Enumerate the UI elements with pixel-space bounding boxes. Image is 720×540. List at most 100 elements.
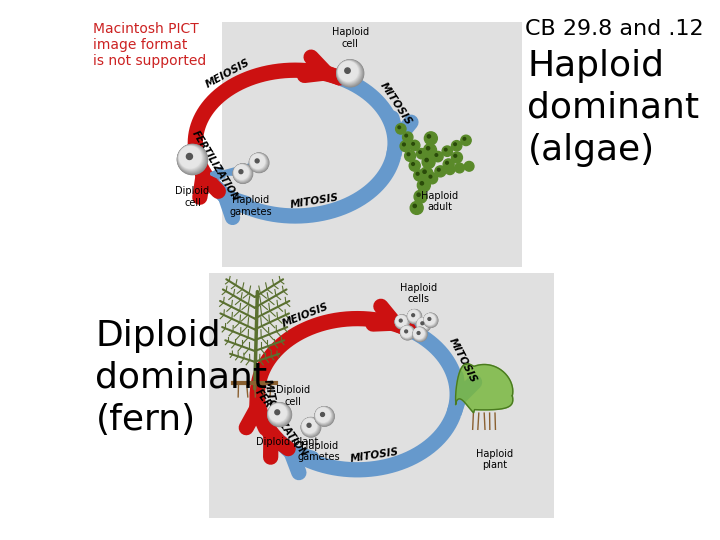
Circle shape	[418, 319, 428, 329]
Circle shape	[234, 165, 251, 182]
Circle shape	[454, 154, 456, 157]
Circle shape	[179, 146, 202, 168]
Circle shape	[402, 132, 413, 143]
Circle shape	[444, 148, 447, 151]
Text: FERTILIZATION: FERTILIZATION	[253, 387, 309, 458]
Circle shape	[413, 328, 426, 340]
Circle shape	[417, 193, 420, 197]
Polygon shape	[456, 364, 513, 413]
Circle shape	[425, 314, 435, 324]
Circle shape	[407, 153, 410, 156]
Circle shape	[412, 143, 415, 145]
Circle shape	[234, 165, 249, 180]
Circle shape	[413, 328, 426, 341]
Circle shape	[401, 326, 413, 338]
Circle shape	[396, 316, 407, 327]
Circle shape	[178, 145, 207, 174]
Circle shape	[417, 318, 431, 332]
Circle shape	[418, 318, 429, 330]
Circle shape	[402, 327, 412, 337]
Circle shape	[269, 404, 286, 421]
Circle shape	[442, 146, 452, 157]
Circle shape	[234, 165, 251, 181]
Circle shape	[400, 140, 411, 152]
Circle shape	[315, 407, 333, 425]
Circle shape	[269, 404, 287, 422]
Circle shape	[433, 151, 443, 162]
Circle shape	[414, 328, 424, 339]
Circle shape	[408, 310, 419, 321]
Circle shape	[420, 167, 433, 180]
Circle shape	[302, 418, 318, 435]
Circle shape	[420, 181, 423, 185]
Circle shape	[418, 319, 428, 329]
Circle shape	[408, 310, 420, 322]
Circle shape	[408, 310, 418, 320]
Circle shape	[454, 163, 464, 173]
Circle shape	[396, 316, 406, 326]
Circle shape	[429, 176, 432, 178]
Circle shape	[268, 403, 290, 426]
Circle shape	[234, 165, 251, 181]
Circle shape	[250, 153, 268, 172]
Circle shape	[395, 315, 408, 328]
Circle shape	[402, 327, 412, 337]
Circle shape	[178, 145, 206, 173]
Circle shape	[408, 310, 421, 323]
Circle shape	[179, 146, 204, 171]
Circle shape	[413, 328, 425, 340]
Circle shape	[315, 408, 332, 424]
Circle shape	[424, 314, 436, 326]
Circle shape	[401, 327, 413, 338]
Circle shape	[235, 165, 249, 180]
Circle shape	[301, 417, 320, 437]
FancyBboxPatch shape	[209, 273, 554, 518]
Circle shape	[251, 154, 266, 170]
Circle shape	[395, 315, 409, 329]
Circle shape	[396, 316, 407, 327]
Circle shape	[396, 316, 406, 326]
Circle shape	[338, 62, 358, 81]
Circle shape	[463, 138, 466, 140]
Circle shape	[338, 60, 361, 84]
Circle shape	[413, 328, 426, 340]
Circle shape	[395, 124, 406, 134]
Circle shape	[408, 309, 422, 323]
Circle shape	[302, 419, 316, 433]
Circle shape	[239, 170, 243, 174]
Circle shape	[337, 60, 362, 85]
Circle shape	[269, 404, 288, 423]
Circle shape	[269, 403, 289, 424]
Text: MEIOSIS: MEIOSIS	[204, 57, 252, 90]
Circle shape	[417, 318, 429, 330]
Circle shape	[234, 165, 250, 180]
Circle shape	[414, 190, 427, 203]
Circle shape	[424, 314, 436, 326]
Circle shape	[400, 326, 414, 340]
Circle shape	[269, 404, 288, 423]
Circle shape	[413, 328, 426, 341]
Circle shape	[315, 407, 333, 424]
Circle shape	[250, 154, 267, 171]
Circle shape	[446, 161, 449, 164]
Circle shape	[419, 151, 421, 153]
Text: MITOSIS: MITOSIS	[262, 378, 282, 428]
Circle shape	[425, 314, 436, 325]
Text: Diploid
cell: Diploid cell	[176, 186, 210, 208]
Circle shape	[413, 328, 426, 340]
Circle shape	[418, 319, 428, 329]
Circle shape	[402, 327, 411, 336]
Circle shape	[401, 326, 414, 339]
Circle shape	[451, 152, 462, 163]
Circle shape	[179, 145, 204, 172]
Circle shape	[315, 407, 334, 426]
Text: Diploid
dominant
(fern): Diploid dominant (fern)	[95, 319, 268, 437]
Text: Haploid
dominant
(algae): Haploid dominant (algae)	[528, 49, 700, 167]
Circle shape	[269, 403, 289, 424]
Circle shape	[316, 408, 330, 422]
Circle shape	[178, 145, 207, 174]
Circle shape	[338, 62, 358, 81]
Circle shape	[417, 318, 431, 331]
Circle shape	[418, 319, 428, 329]
Circle shape	[395, 315, 408, 328]
